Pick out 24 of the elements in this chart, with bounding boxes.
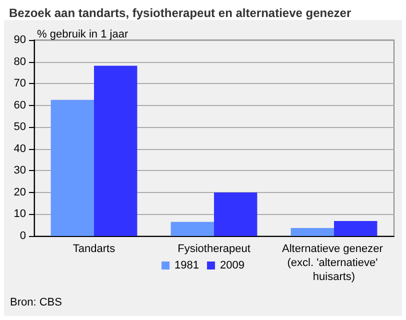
bar (290, 228, 334, 236)
y-tick-label: 50 (14, 121, 26, 134)
y-tick-label: 20 (14, 186, 26, 198)
y-tick-label: 80 (14, 56, 26, 68)
chart-title: Bezoek aan tandarts, fysiotherapeut en alternatieve genezer (9, 6, 352, 20)
y-tick-label: 40 (14, 142, 26, 155)
bar (170, 222, 214, 236)
text: Bron: CBS (10, 296, 62, 308)
y-axis-title: % gebruik in 1 jaar (37, 28, 128, 40)
x-tick-label: Alternatieve genezer (excl. 'alternatieve' huisarts) (282, 243, 386, 283)
y-tick-label: 90 (14, 34, 26, 46)
bar (50, 100, 94, 236)
x-tick-label: Tandarts (72, 243, 116, 255)
y-tick-label: 70 (14, 78, 26, 90)
bar (214, 192, 258, 236)
legend-label: 2009 (220, 260, 244, 272)
bar (94, 66, 138, 236)
y-tick-label: 60 (14, 99, 26, 112)
y-tick-label: 10 (14, 208, 26, 220)
y-tick-label: 30 (14, 164, 26, 177)
legend-label: 1981 (174, 260, 200, 272)
bar (334, 220, 378, 236)
x-tick-label: Fysiotherapeut (178, 243, 250, 255)
y-tick-label: 0 (20, 230, 26, 242)
